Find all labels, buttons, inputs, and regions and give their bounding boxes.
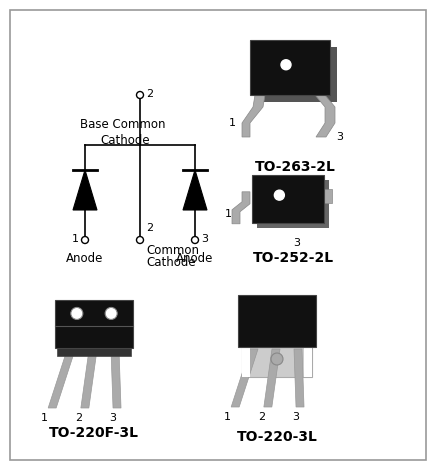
Polygon shape — [81, 350, 97, 408]
FancyBboxPatch shape — [242, 347, 312, 377]
Text: TO-220-3L: TO-220-3L — [237, 430, 317, 444]
Polygon shape — [242, 95, 265, 137]
Text: TO-220F-3L: TO-220F-3L — [49, 426, 139, 440]
Polygon shape — [232, 192, 250, 224]
Polygon shape — [48, 350, 75, 408]
Text: Anode: Anode — [176, 251, 214, 265]
Text: 3: 3 — [293, 412, 300, 422]
Text: Base Common: Base Common — [80, 118, 166, 132]
FancyBboxPatch shape — [257, 47, 337, 102]
Polygon shape — [231, 349, 258, 407]
Text: Cathode: Cathode — [146, 256, 196, 268]
FancyBboxPatch shape — [252, 175, 324, 223]
Text: 3: 3 — [109, 413, 116, 423]
FancyBboxPatch shape — [57, 348, 131, 356]
Text: TO-252-2L: TO-252-2L — [252, 251, 334, 265]
Text: 1: 1 — [228, 118, 235, 128]
FancyBboxPatch shape — [250, 40, 330, 95]
Circle shape — [105, 307, 117, 320]
Text: 1: 1 — [224, 412, 231, 422]
Circle shape — [82, 236, 89, 243]
Text: Cathode: Cathode — [100, 133, 150, 147]
Polygon shape — [324, 189, 332, 204]
Text: 2: 2 — [146, 223, 153, 233]
FancyBboxPatch shape — [238, 295, 316, 347]
Text: 2: 2 — [146, 89, 153, 99]
Text: 1: 1 — [225, 209, 232, 219]
Text: 1: 1 — [72, 234, 79, 244]
Polygon shape — [264, 349, 280, 407]
Text: Common: Common — [146, 243, 199, 257]
Circle shape — [71, 307, 83, 320]
Polygon shape — [315, 95, 335, 137]
FancyBboxPatch shape — [304, 347, 312, 377]
Circle shape — [136, 236, 143, 243]
Text: 3: 3 — [293, 238, 300, 248]
Text: 3: 3 — [201, 234, 208, 244]
FancyBboxPatch shape — [55, 300, 133, 348]
Polygon shape — [183, 170, 207, 210]
Polygon shape — [73, 170, 97, 210]
Circle shape — [281, 60, 291, 70]
Circle shape — [274, 190, 284, 200]
FancyBboxPatch shape — [257, 180, 329, 228]
Text: 1: 1 — [41, 413, 48, 423]
Circle shape — [136, 92, 143, 99]
Polygon shape — [294, 349, 304, 407]
Text: Anode: Anode — [66, 251, 104, 265]
Text: 2: 2 — [258, 412, 266, 422]
Text: 3: 3 — [337, 132, 344, 142]
Circle shape — [271, 353, 283, 365]
Circle shape — [191, 236, 198, 243]
Text: 2: 2 — [75, 413, 82, 423]
FancyBboxPatch shape — [10, 10, 426, 460]
FancyBboxPatch shape — [242, 347, 250, 377]
Text: TO-263-2L: TO-263-2L — [255, 160, 335, 174]
Polygon shape — [111, 350, 121, 408]
